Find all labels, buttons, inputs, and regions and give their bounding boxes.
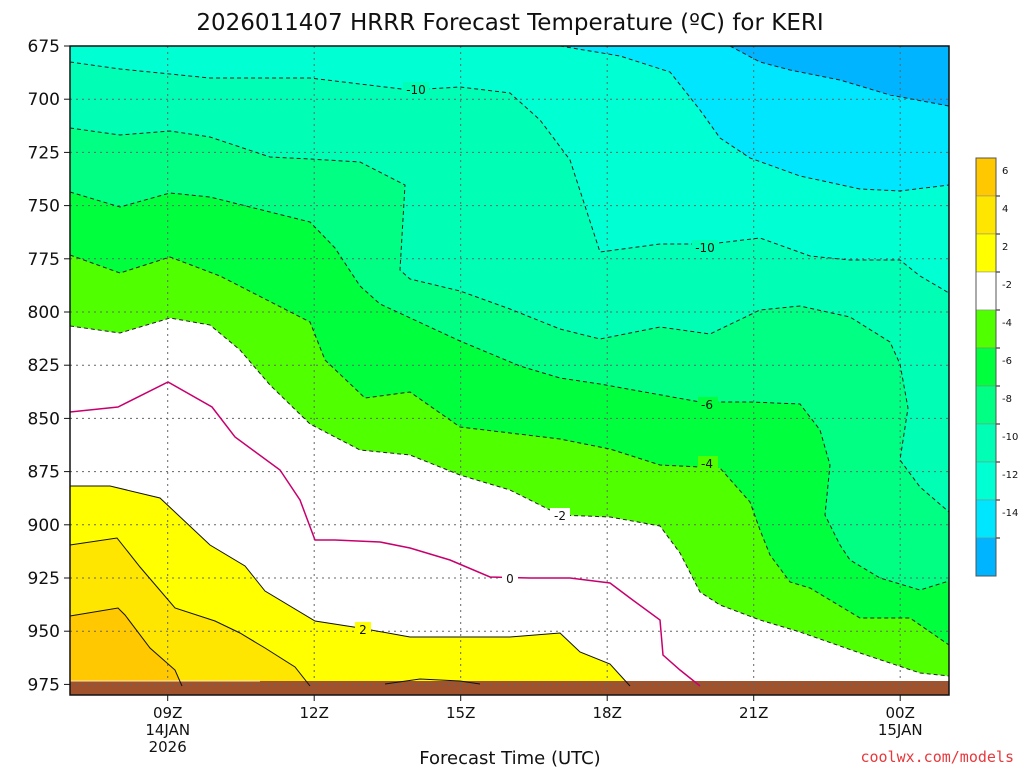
x-tick-label: 00Z bbox=[886, 704, 915, 722]
contour-neg4 bbox=[69, 254, 950, 646]
x-tick-label: 15JAN bbox=[878, 721, 923, 739]
colorbar-tick-label: -6 bbox=[1002, 356, 1012, 367]
x-tick-label: 12Z bbox=[300, 704, 329, 722]
temperature-fills bbox=[70, 46, 949, 695]
y-tick-label: 675 bbox=[28, 37, 60, 57]
svg-text:0: 0 bbox=[506, 572, 514, 586]
x-tick-label: 15Z bbox=[446, 704, 475, 722]
colorbar-tick-label: -14 bbox=[1002, 508, 1018, 519]
contour-neg10 bbox=[69, 61, 950, 294]
x-tick-label: 18Z bbox=[593, 704, 622, 722]
colorbar-swatch bbox=[975, 537, 997, 577]
dashed-contour-lines bbox=[69, 45, 950, 677]
colorbar-swatch bbox=[975, 499, 997, 539]
x-axis-label: Forecast Time (UTC) bbox=[419, 748, 600, 768]
colorbar-tick-label: -10 bbox=[1002, 432, 1018, 443]
contour-label-neg10-a: -10 bbox=[403, 82, 429, 97]
contour-neg14 bbox=[729, 45, 950, 107]
contour-neg2 bbox=[69, 317, 950, 677]
svg-text:-2: -2 bbox=[554, 509, 566, 523]
colorbar-swatch bbox=[975, 309, 997, 349]
x-tick-label: 21Z bbox=[739, 704, 768, 722]
contour-labels: -10 -10 -6 -4 -2 0 bbox=[355, 82, 718, 637]
contour-neg12 bbox=[559, 45, 950, 192]
contour-label-neg6: -6 bbox=[698, 397, 718, 412]
colorbar: 6 4 2 -2 -4 -6 -8 -10 -12 -14 bbox=[975, 157, 1018, 577]
colorbar-tick-label: -4 bbox=[1002, 318, 1012, 329]
x-tick-label: 2026 bbox=[149, 738, 187, 756]
colorbar-tick-label: -12 bbox=[1002, 470, 1018, 481]
contour-label-neg2: -2 bbox=[550, 508, 570, 523]
contour-neg8 bbox=[69, 127, 950, 513]
svg-text:-6: -6 bbox=[701, 398, 713, 412]
chart-title: 2026011407 HRRR Forecast Temperature (ºC… bbox=[196, 10, 823, 36]
x-tick-label: 14JAN bbox=[145, 721, 190, 739]
y-tick-label: 750 bbox=[28, 197, 60, 217]
svg-text:2: 2 bbox=[359, 623, 367, 637]
svg-text:-10: -10 bbox=[406, 83, 426, 97]
ground-surface bbox=[70, 681, 949, 695]
credit-text[interactable]: coolwx.com/models bbox=[860, 748, 1014, 766]
colorbar-tick-label: 6 bbox=[1002, 166, 1008, 177]
y-axis: 675 700 725 750 775 800 825 850 875 900 925 950 975 bbox=[28, 37, 70, 695]
contour-4-surface bbox=[384, 678, 481, 685]
colorbar-swatch bbox=[975, 423, 997, 463]
colorbar-swatch bbox=[975, 157, 997, 197]
x-tick-label: 09Z bbox=[153, 704, 182, 722]
contour-label-neg4: -4 bbox=[698, 456, 718, 471]
plot-frame bbox=[69, 45, 950, 696]
y-tick-label: 950 bbox=[28, 622, 60, 642]
y-tick-label: 775 bbox=[28, 250, 60, 270]
colorbar-swatch bbox=[975, 461, 997, 501]
y-tick-label: 700 bbox=[28, 90, 60, 110]
y-tick-label: 875 bbox=[28, 463, 60, 483]
colorbar-swatch bbox=[975, 195, 997, 235]
y-tick-label: 925 bbox=[28, 569, 60, 589]
contour-label-2: 2 bbox=[355, 622, 371, 637]
y-tick-label: 900 bbox=[28, 516, 60, 536]
colorbar-swatch bbox=[975, 385, 997, 425]
svg-text:-4: -4 bbox=[701, 457, 713, 471]
plot-area: -10 -10 -6 -4 -2 0 bbox=[69, 45, 950, 696]
contour-4 bbox=[69, 537, 311, 687]
colorbar-tick-label: 4 bbox=[1002, 204, 1008, 215]
y-tick-label: 850 bbox=[28, 409, 60, 429]
y-tick-label: 825 bbox=[28, 356, 60, 376]
svg-text:-10: -10 bbox=[695, 241, 715, 255]
colorbar-tick-label: 2 bbox=[1002, 242, 1008, 253]
fill-band-2-neg2 bbox=[70, 318, 949, 686]
contour-label-zero: 0 bbox=[502, 571, 518, 586]
contour-6 bbox=[69, 607, 183, 687]
y-tick-label: 975 bbox=[28, 675, 60, 695]
y-tick-label: 800 bbox=[28, 303, 60, 323]
colorbar-frame bbox=[975, 157, 997, 577]
colorbar-swatch bbox=[975, 233, 997, 273]
y-tick-label: 725 bbox=[28, 143, 60, 163]
contour-label-neg10-b: -10 bbox=[692, 240, 718, 255]
colorbar-swatch bbox=[975, 347, 997, 387]
contour-zero bbox=[69, 381, 701, 687]
colorbar-tick-label: -2 bbox=[1002, 280, 1012, 291]
fill-band-6-8 bbox=[70, 608, 182, 686]
contour-neg6 bbox=[69, 191, 950, 591]
colorbar-swatch bbox=[975, 271, 997, 311]
colorbar-tick-label: -8 bbox=[1002, 394, 1012, 405]
